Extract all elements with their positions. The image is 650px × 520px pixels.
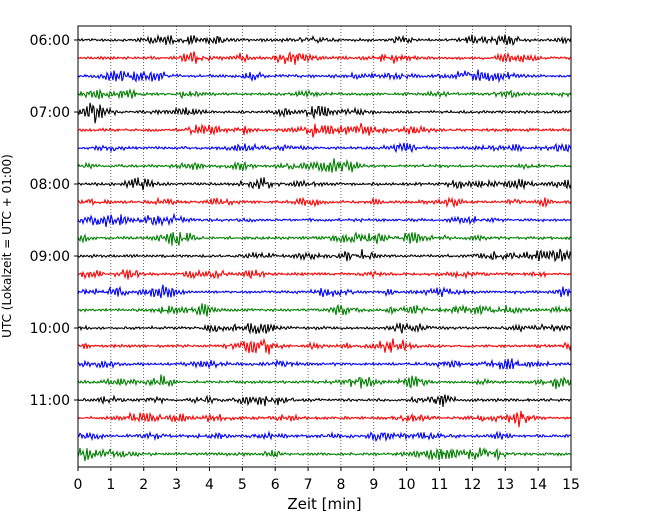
x-tick-label: 9 xyxy=(369,477,378,493)
x-tick-label: 7 xyxy=(304,477,313,493)
trace-line xyxy=(77,322,572,335)
x-tick-label: 11 xyxy=(431,477,449,493)
x-axis: 0 1 2 3 4 5 6 7 8 9 10 11 12 13 14 15 xyxy=(74,467,580,493)
trace-line xyxy=(77,303,572,317)
x-tick-label: 5 xyxy=(238,477,247,493)
x-tick-label: 1 xyxy=(106,477,115,493)
y-tick-label: 07:00 xyxy=(30,105,70,121)
y-axis-label: UTC (Lokalzeit = UTC + 01:00) xyxy=(0,154,14,338)
trace-line xyxy=(77,88,572,100)
x-tick-label: 6 xyxy=(271,477,280,493)
trace-line xyxy=(77,284,572,299)
plot-frame xyxy=(77,25,572,468)
x-axis-label: Zeit [min] xyxy=(287,495,361,513)
trace-line xyxy=(77,358,572,370)
trace-line xyxy=(77,394,572,407)
trace-line xyxy=(77,410,572,428)
y-tick-label: 11:00 xyxy=(30,393,70,409)
trace-line xyxy=(77,212,572,228)
trace-line xyxy=(77,158,572,173)
trace-line xyxy=(77,142,572,154)
trace-line xyxy=(77,268,572,280)
x-tick-label: 15 xyxy=(562,477,580,493)
trace-line xyxy=(77,102,572,124)
x-tick-label: 13 xyxy=(496,477,514,493)
x-tick-label: 12 xyxy=(463,477,481,493)
x-tick-label: 4 xyxy=(205,477,214,493)
x-tick-label: 10 xyxy=(398,477,416,493)
x-tick-label: 8 xyxy=(336,477,345,493)
trace-line xyxy=(77,430,572,443)
trace-line xyxy=(77,231,572,246)
y-tick-label: 09:00 xyxy=(30,249,70,265)
trace-line xyxy=(77,374,572,390)
trace-line xyxy=(77,33,572,46)
x-tick-label: 14 xyxy=(529,477,547,493)
x-tick-label: 2 xyxy=(139,477,148,493)
y-tick-label: 08:00 xyxy=(30,177,70,193)
trace-line xyxy=(77,69,572,84)
x-tick-label: 3 xyxy=(172,477,181,493)
y-axis: 06:00 07:00 08:00 09:00 10:00 11:00 xyxy=(30,33,78,409)
traces xyxy=(77,33,572,462)
trace-line xyxy=(77,196,572,209)
x-tick-label: 0 xyxy=(74,477,83,493)
trace-line xyxy=(77,122,572,138)
trace-line xyxy=(77,337,572,355)
trace-line xyxy=(77,177,572,191)
trace-line xyxy=(77,248,572,263)
y-tick-label: 06:00 xyxy=(30,33,70,49)
y-tick-label: 10:00 xyxy=(30,321,70,337)
trace-line xyxy=(77,51,572,65)
trace-line xyxy=(77,447,572,462)
